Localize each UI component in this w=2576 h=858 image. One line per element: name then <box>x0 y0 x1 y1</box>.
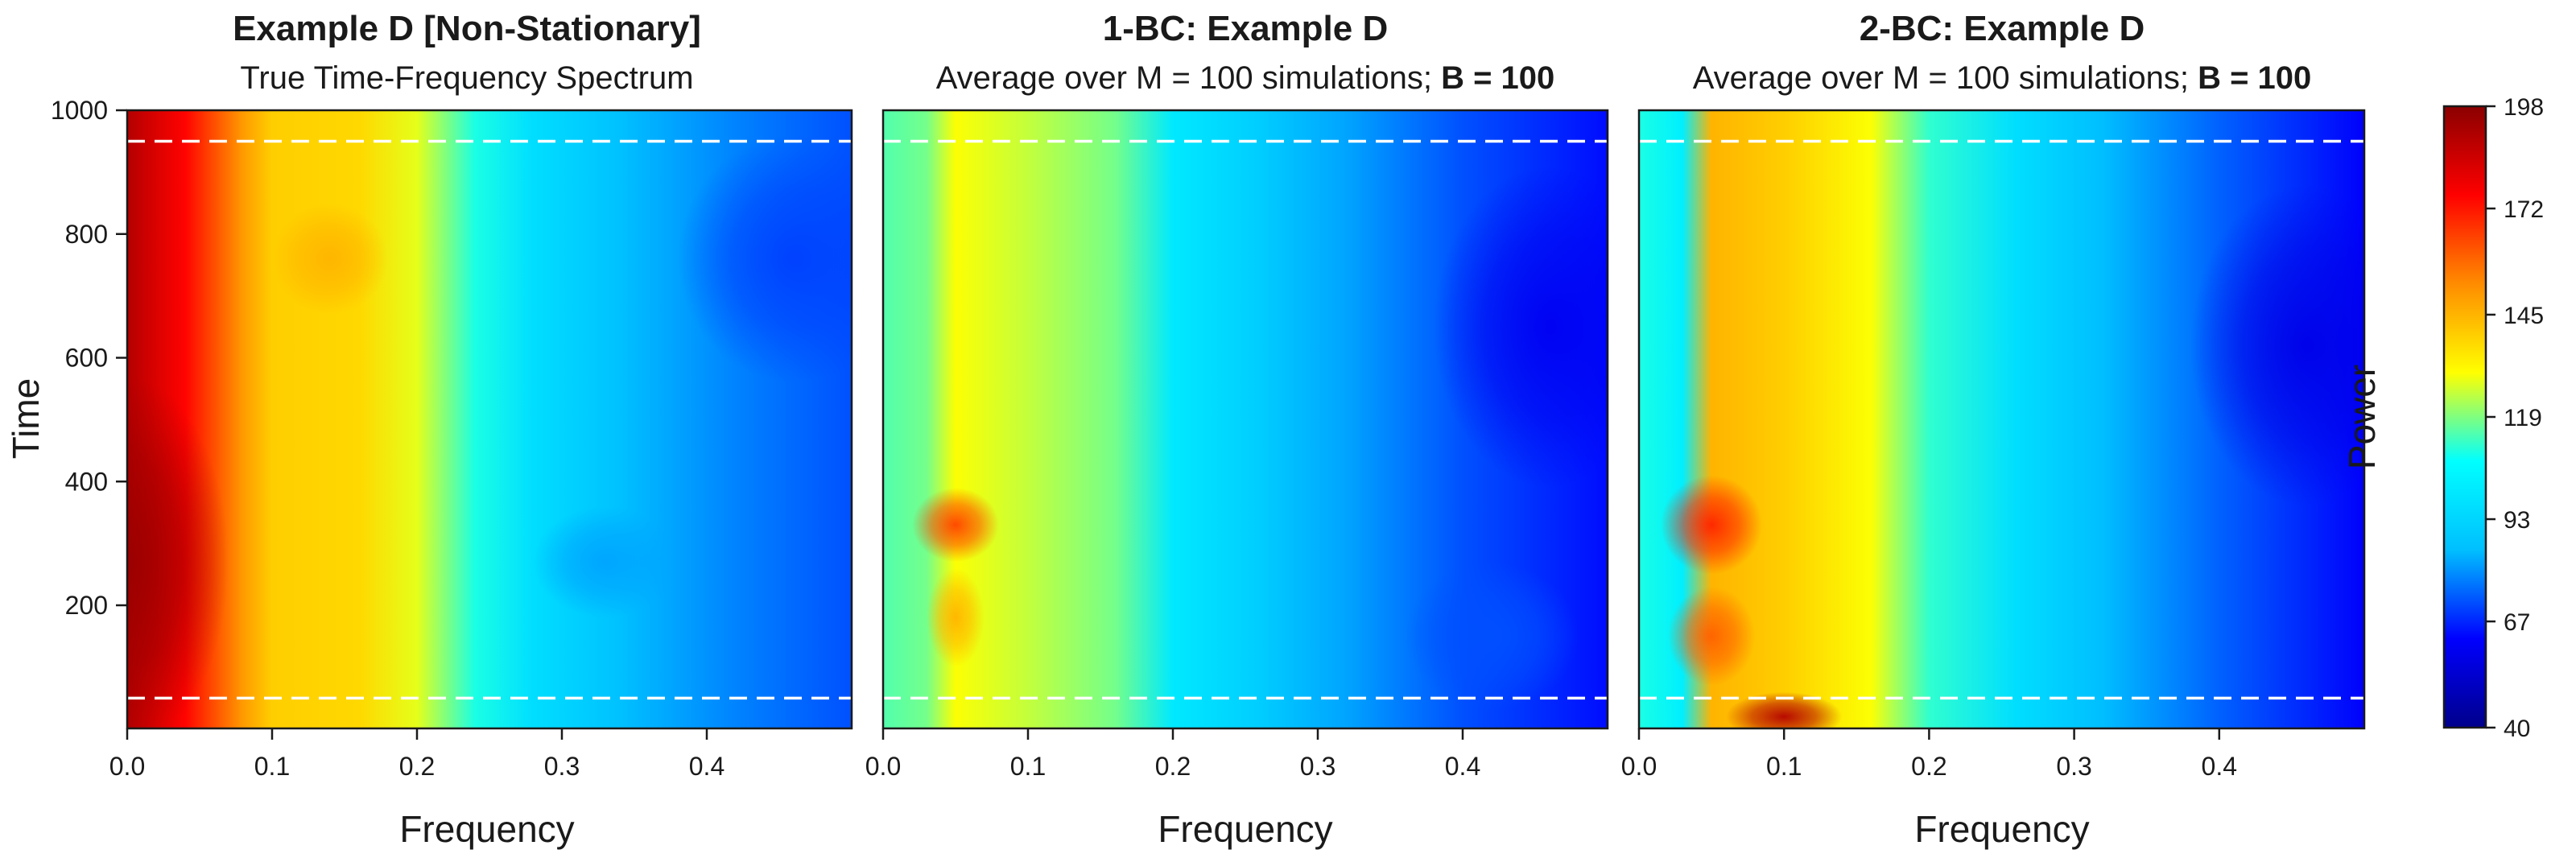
heatmap-hotspot <box>1668 586 1756 686</box>
panel-2-title: 1-BC: Example D <box>1103 9 1389 48</box>
colorbar-tick-label: 119 <box>2504 405 2542 431</box>
y-tick-label: 600 <box>65 344 108 373</box>
colorbar-tick-label: 67 <box>2504 609 2530 636</box>
colorbar-tick-label: 93 <box>2504 507 2530 534</box>
panel-2-subtitle: Average over M = 100 simulations; B = 10… <box>936 60 1555 96</box>
panel-3-plot: 0.0 0.1 0.2 0.3 0.4 <box>1621 109 2366 781</box>
y-tick-label: 800 <box>65 220 108 249</box>
panel-2-plot: 0.0 0.1 0.2 0.3 0.4 <box>865 109 1609 781</box>
colorbar-tick-label: 145 <box>2504 303 2544 329</box>
x-tick-label: 0.2 <box>399 752 435 781</box>
heatmap-hotspot <box>1434 166 1608 488</box>
plot-frame <box>126 109 853 730</box>
colorbar: 40 67 93 119 145 172 198 Power <box>2341 94 2544 742</box>
x-tick-label: 0.2 <box>1155 752 1191 781</box>
x-tick-label: 0.0 <box>1621 752 1657 781</box>
x-tick-label: 0.4 <box>1445 752 1480 781</box>
heatmap-body <box>883 110 1608 728</box>
x-tick-label: 0.0 <box>865 752 901 781</box>
x-tick-label: 0.0 <box>109 752 145 781</box>
x-tick-label: 0.1 <box>254 752 290 781</box>
panel-1-subtitle: True Time-Frequency Spectrum <box>240 60 693 96</box>
panel-1-title: Example D [Non-Stationary] <box>233 9 701 48</box>
panel-2: 1-BC: Example D Average over M = 100 sim… <box>865 9 1609 850</box>
panel-1-ylabel: Time <box>5 378 47 460</box>
heatmap-hotspot <box>533 506 678 618</box>
heatmap-hotspot <box>912 487 999 563</box>
y-tick-label: 400 <box>65 467 108 496</box>
panel-1-xlabel: Frequency <box>399 808 574 850</box>
colorbar-ticks: 40 67 93 119 145 172 198 <box>2486 94 2544 742</box>
panel-3-subtitle: Average over M = 100 simulations; B = 10… <box>1693 60 2312 96</box>
x-tick-label: 0.1 <box>1010 752 1046 781</box>
heatmap-hotspot <box>127 376 229 728</box>
panel-2-xlabel: Frequency <box>1158 808 1332 850</box>
panel-1-plot: 0.0 0.1 0.2 0.3 0.4 200 400 600 800 1000 <box>51 96 853 781</box>
colorbar-gradient <box>2442 105 2487 729</box>
panel-3-title: 2-BC: Example D <box>1860 9 2145 48</box>
plot-frame <box>881 109 1609 730</box>
y-tick-label: 200 <box>65 591 108 620</box>
x-tick-label: 0.3 <box>544 752 580 781</box>
colorbar-tick-label: 198 <box>2504 94 2544 121</box>
heatmap-hotspot <box>1726 691 1843 728</box>
panel-3: 2-BC: Example D Average over M = 100 sim… <box>1621 9 2366 850</box>
colorbar-tick-label: 172 <box>2504 196 2544 223</box>
x-tick-label: 0.2 <box>1911 752 1946 781</box>
heatmap-hotspot <box>1405 562 1579 711</box>
panel-1: Example D [Non-Stationary] True Time-Fre… <box>5 9 853 850</box>
heatmap-hotspot <box>678 134 852 383</box>
heatmap-hotspot <box>272 203 388 315</box>
heatmap-body <box>127 110 852 728</box>
plot-frame <box>1637 109 2366 730</box>
y-tick-label: 1000 <box>51 96 108 125</box>
x-tick-label: 0.4 <box>689 752 724 781</box>
x-tick-label: 0.3 <box>2056 752 2091 781</box>
colorbar-label: Power <box>2341 365 2383 469</box>
x-tick-label: 0.3 <box>1300 752 1335 781</box>
colorbar-tick-label: 40 <box>2504 716 2530 742</box>
heatmap-hotspot <box>927 567 985 667</box>
heatmap-body <box>1639 110 2364 728</box>
heatmap-hotspot <box>1661 475 1763 575</box>
x-tick-label: 0.1 <box>1766 752 1802 781</box>
heatmap-hotspot <box>2190 184 2364 506</box>
panel-3-xlabel: Frequency <box>1914 808 2089 850</box>
x-tick-label: 0.4 <box>2202 752 2237 781</box>
